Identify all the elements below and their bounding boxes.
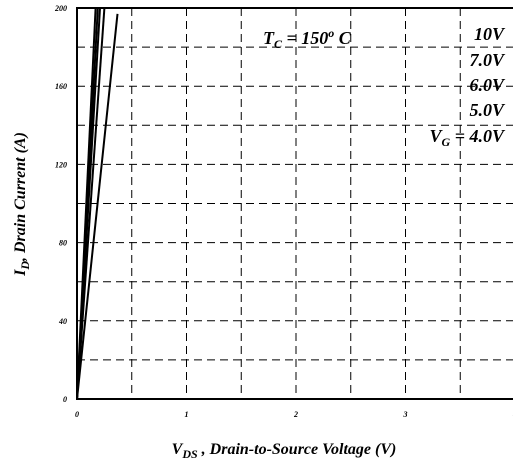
legend-label-10v: 10V	[474, 24, 506, 44]
x-tick-label: 2	[293, 410, 298, 419]
x-tick-labels: 01234	[75, 410, 513, 419]
series-line-4-0v	[76, 13, 119, 400]
legend-label-6v: 6.0V	[469, 75, 506, 95]
x-tick-label: 1	[185, 410, 189, 419]
y-tick-label: 160	[55, 82, 67, 91]
x-axis-label: VDS , Drain-to-Source Voltage (V)	[172, 441, 397, 461]
vg-label-value: 4.0V	[468, 126, 506, 146]
plot-frame	[76, 7, 513, 400]
y-tick-label: 40	[58, 317, 67, 326]
vg-label-sub: G	[442, 135, 451, 149]
legend-label-5v: 5.0V	[469, 100, 506, 120]
temperature-annotation: TC = 150o C	[263, 26, 352, 51]
y-axis-label: ID, Drain Current (A)	[12, 132, 32, 277]
legend-label-4v: VG = 4.0V	[430, 126, 506, 149]
x-tick-label: 0	[75, 410, 79, 419]
series-line-5-0v	[76, 7, 106, 400]
y-tick-labels: 0 40 80 120 160 200	[54, 4, 67, 404]
grid-lines	[77, 8, 513, 399]
y-tick-label: 120	[55, 160, 67, 169]
vg-label-eq: =	[450, 126, 469, 146]
y-tick-label: 200	[54, 4, 67, 13]
y-tick-label: 80	[59, 239, 67, 248]
legend-label-7v: 7.0V	[469, 50, 506, 70]
vg-label-main: V	[430, 126, 444, 146]
y-tick-label: 0	[63, 395, 67, 404]
series-curves	[76, 7, 119, 400]
x-tick-label: 3	[403, 410, 408, 419]
